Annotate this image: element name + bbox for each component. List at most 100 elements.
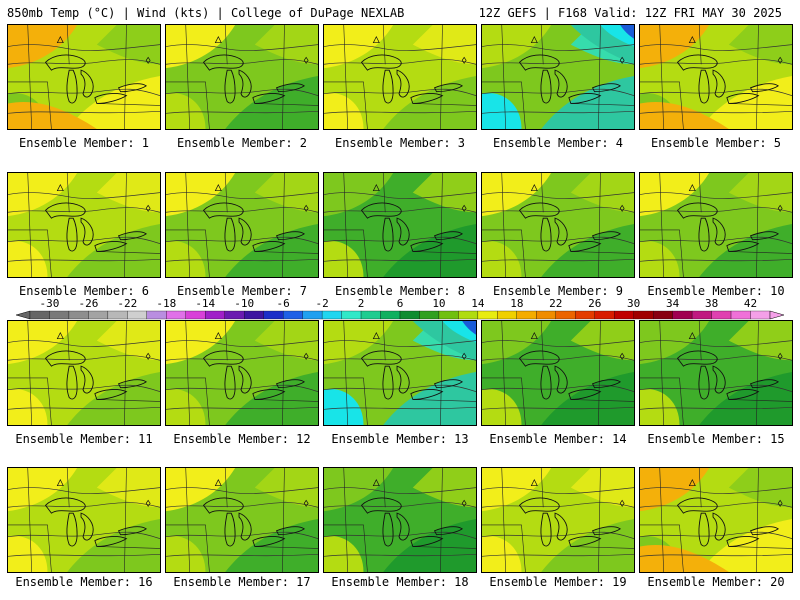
colorbar-segment	[380, 310, 401, 320]
ensemble-member-label: Ensemble Member: 18	[331, 575, 469, 589]
colorbar-segment	[244, 310, 264, 320]
colorbar-segment	[730, 310, 751, 320]
colorbar-segment	[536, 310, 556, 320]
ensemble-member-label: Ensemble Member: 7	[176, 284, 308, 298]
ensemble-member-label: Ensemble Member: 2	[176, 136, 308, 150]
colorbar-segment	[185, 310, 206, 320]
colorbar-segment	[49, 310, 70, 320]
colorbar-segment	[575, 310, 595, 320]
colorbar-segment	[224, 310, 245, 320]
colorbar-segment	[321, 310, 342, 320]
colorbar-left-arrow	[15, 310, 31, 320]
colorbar-segment	[653, 310, 673, 320]
ensemble-member-label: Ensemble Member: 12	[173, 432, 311, 446]
ensemble-panel	[639, 172, 793, 278]
colorbar-tick-label: -10	[234, 297, 254, 310]
ensemble-map	[324, 468, 476, 572]
ensemble-map	[482, 173, 634, 277]
ensemble-member-label: Ensemble Member: 5	[650, 136, 782, 150]
ensemble-map	[482, 25, 634, 129]
header-right: 12Z GEFS | F168 Valid: 12Z FRI MAY 30 20…	[478, 6, 782, 20]
ensemble-panel	[165, 467, 319, 573]
ensemble-member-label: Ensemble Member: 11	[15, 432, 153, 446]
colorbar-segment	[458, 310, 479, 320]
ensemble-map	[166, 25, 318, 129]
ensemble-panel	[7, 24, 161, 130]
ensemble-map	[324, 173, 476, 277]
ensemble-map	[640, 25, 792, 129]
ensemble-member-label: Ensemble Member: 13	[331, 432, 469, 446]
colorbar-right-arrow	[769, 310, 785, 320]
ensemble-map	[640, 468, 792, 572]
colorbar-tick-label: -6	[277, 297, 290, 310]
colorbar-tick-label: -2	[315, 297, 328, 310]
colorbar-tick-label: -14	[195, 297, 215, 310]
ensemble-panel	[481, 320, 635, 426]
colorbar-tick-label: 14	[471, 297, 485, 310]
colorbar-segment	[555, 310, 576, 320]
colorbar-segment	[166, 310, 186, 320]
colorbar-tick-label: 2	[358, 297, 365, 310]
colorbar-segment	[672, 310, 693, 320]
ensemble-member-label: Ensemble Member: 9	[492, 284, 624, 298]
colorbar-segment	[146, 310, 167, 320]
colorbar-segment	[88, 310, 109, 320]
colorbar-segment	[691, 310, 712, 320]
ensemble-map	[324, 25, 476, 129]
colorbar-tick-label: -22	[117, 297, 137, 310]
colorbar-segment	[360, 310, 381, 320]
colorbar-segment	[205, 310, 225, 320]
colorbar-tick-label: -18	[156, 297, 176, 310]
ensemble-map	[8, 321, 160, 425]
ensemble-panel	[7, 320, 161, 426]
header-left: 850mb Temp (°C) | Wind (kts) | College o…	[7, 6, 405, 20]
ensemble-map	[166, 321, 318, 425]
ensemble-map	[8, 25, 160, 129]
ensemble-member-label: Ensemble Member: 20	[647, 575, 785, 589]
colorbar-segment	[29, 310, 50, 320]
ensemble-panel	[323, 467, 477, 573]
colorbar-segment	[283, 310, 303, 320]
colorbar-segment	[750, 310, 771, 320]
colorbar-segment	[302, 310, 323, 320]
colorbar-segment	[633, 310, 654, 320]
colorbar-segment	[614, 310, 634, 320]
colorbar-segment	[341, 310, 362, 320]
colorbar-tick-label: -30	[40, 297, 60, 310]
colorbar-segment	[419, 310, 440, 320]
ensemble-panel	[481, 172, 635, 278]
ensemble-panel	[323, 320, 477, 426]
colorbar-tick-label: 34	[666, 297, 680, 310]
colorbar-tick-label: 38	[705, 297, 718, 310]
ensemble-map	[8, 468, 160, 572]
ensemble-map	[640, 321, 792, 425]
ensemble-map	[482, 468, 634, 572]
ensemble-panel	[165, 24, 319, 130]
ensemble-panel	[639, 24, 793, 130]
ensemble-member-label: Ensemble Member: 3	[334, 136, 466, 150]
colorbar-segment	[263, 310, 284, 320]
ensemble-member-label: Ensemble Member: 19	[489, 575, 627, 589]
ensemble-member-label: Ensemble Member: 17	[173, 575, 311, 589]
ensemble-panel	[165, 172, 319, 278]
colorbar-tick-label: 10	[432, 297, 445, 310]
ensemble-panel	[323, 24, 477, 130]
colorbar-segment	[438, 310, 459, 320]
ensemble-member-label: Ensemble Member: 14	[489, 432, 627, 446]
colorbar-tick-label: 22	[549, 297, 562, 310]
ensemble-panel	[165, 320, 319, 426]
colorbar-segment	[477, 310, 498, 320]
ensemble-member-label: Ensemble Member: 8	[334, 284, 466, 298]
ensemble-map	[8, 173, 160, 277]
ensemble-panel	[481, 467, 635, 573]
colorbar-tick-label: 30	[627, 297, 640, 310]
ensemble-panel	[323, 172, 477, 278]
ensemble-map	[482, 321, 634, 425]
ensemble-panel	[639, 320, 793, 426]
ensemble-map	[166, 468, 318, 572]
colorbar-segment	[127, 310, 147, 320]
ensemble-map	[166, 173, 318, 277]
colorbar-tick-label: 42	[744, 297, 757, 310]
colorbar-segment	[107, 310, 128, 320]
colorbar-tick-label: 18	[510, 297, 523, 310]
